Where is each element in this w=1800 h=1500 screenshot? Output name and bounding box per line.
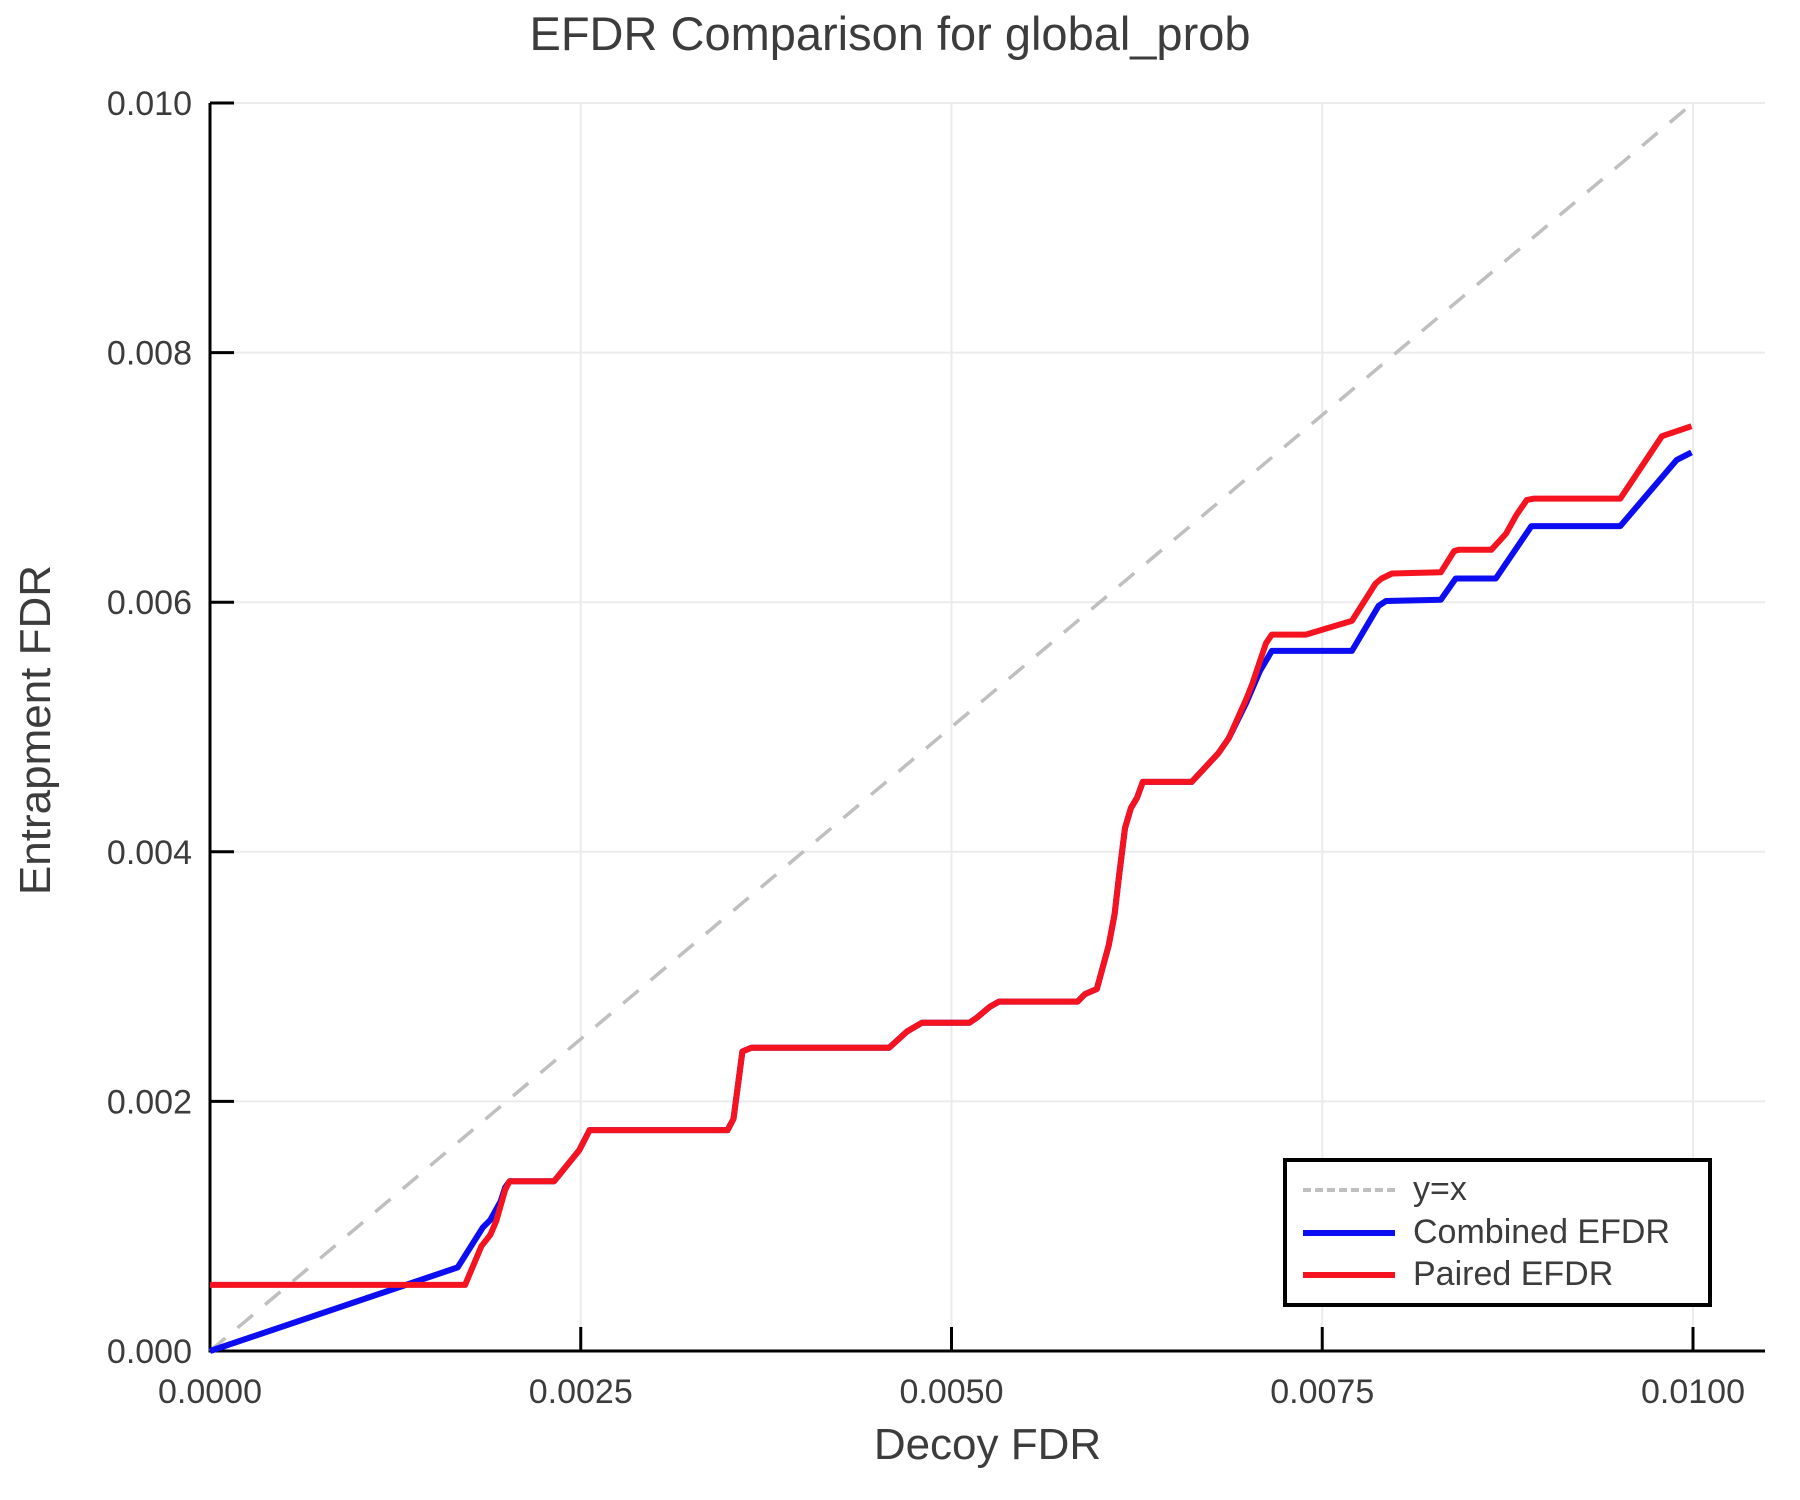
x-tick-label: 0.0075 (1270, 1373, 1374, 1411)
legend-label-identity: y=x (1413, 1169, 1467, 1208)
x-tick-label: 0.0025 (529, 1373, 633, 1411)
y-tick-label: 0.000 (107, 1333, 192, 1371)
y-tick-label: 0.006 (107, 584, 192, 622)
x-tick-label: 0.0000 (158, 1373, 262, 1411)
identity-line-sample (1303, 1187, 1395, 1192)
legend-label-paired: Paired EFDR (1413, 1255, 1614, 1294)
x-tick-label: 0.0100 (1641, 1373, 1745, 1411)
legend-row-identity: y=x (1303, 1169, 1708, 1208)
y-tick-label: 0.004 (107, 834, 192, 872)
x-axis-label: Decoy FDR (873, 1420, 1102, 1469)
y-axis-label: Entrapment FDR (11, 564, 60, 896)
series-paired-efdr (210, 423, 1693, 1288)
legend-row-combined: Combined EFDR (1303, 1212, 1708, 1251)
combined-efdr-line-sample (1303, 1229, 1395, 1236)
legend: y=x Combined EFDR Paired EFDR (1283, 1158, 1712, 1307)
chart-title: EFDR Comparison for global_prob (529, 7, 1251, 60)
legend-row-paired: Paired EFDR (1303, 1257, 1708, 1293)
legend-label-combined: Combined EFDR (1413, 1212, 1670, 1251)
paired-efdr-line-sample (1303, 1272, 1395, 1279)
y-tick-label: 0.008 (107, 335, 192, 373)
y-tick-label: 0.010 (107, 85, 192, 123)
y-tick-label: 0.002 (107, 1083, 192, 1121)
x-tick-label: 0.0050 (900, 1373, 1004, 1411)
